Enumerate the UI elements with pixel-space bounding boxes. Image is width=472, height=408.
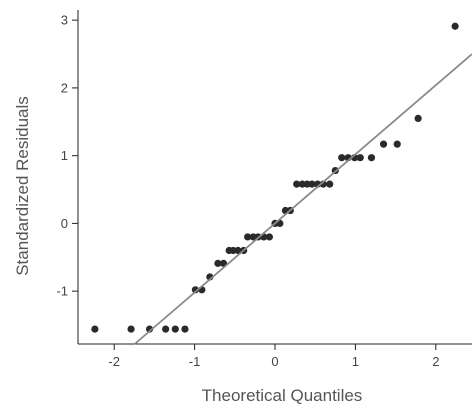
x-tick-label: -2	[108, 354, 120, 369]
data-point	[451, 22, 459, 30]
data-point	[145, 325, 154, 333]
y-tick-label: 1	[61, 148, 68, 163]
data-point	[356, 154, 364, 162]
y-tick-label: -1	[56, 284, 68, 299]
x-tick-label: 0	[271, 354, 278, 369]
data-point	[191, 286, 199, 294]
data-point	[379, 140, 388, 148]
data-point	[181, 325, 189, 333]
data-point	[162, 325, 170, 333]
data-point	[171, 325, 179, 333]
y-axis-title: Standardized Residuals	[13, 96, 32, 276]
data-point	[127, 325, 135, 333]
data-point	[338, 154, 346, 162]
data-point	[265, 233, 273, 241]
y-tick-label: 2	[61, 80, 68, 95]
data-points	[91, 22, 459, 333]
data-point	[293, 180, 301, 188]
data-point	[393, 140, 401, 148]
data-point	[234, 246, 242, 255]
data-point	[414, 114, 422, 122]
reference-line	[134, 53, 472, 345]
data-point	[214, 259, 222, 267]
x-tick-label: -1	[189, 354, 201, 369]
reference-line-group	[134, 53, 472, 345]
y-tick-label: 3	[61, 13, 68, 28]
data-point	[308, 180, 316, 188]
data-point	[91, 325, 99, 333]
data-point	[326, 180, 334, 188]
x-axis-title: Theoretical Quantiles	[202, 386, 363, 405]
ticks: -2 -1 0 1 2 -1 0 1 2 3	[56, 13, 439, 369]
axes	[77, 10, 472, 345]
x-tick-label: 2	[432, 354, 439, 369]
data-point	[244, 233, 252, 241]
y-tick-label: 0	[61, 216, 68, 231]
x-tick-label: 1	[352, 354, 359, 369]
data-point	[367, 154, 376, 162]
